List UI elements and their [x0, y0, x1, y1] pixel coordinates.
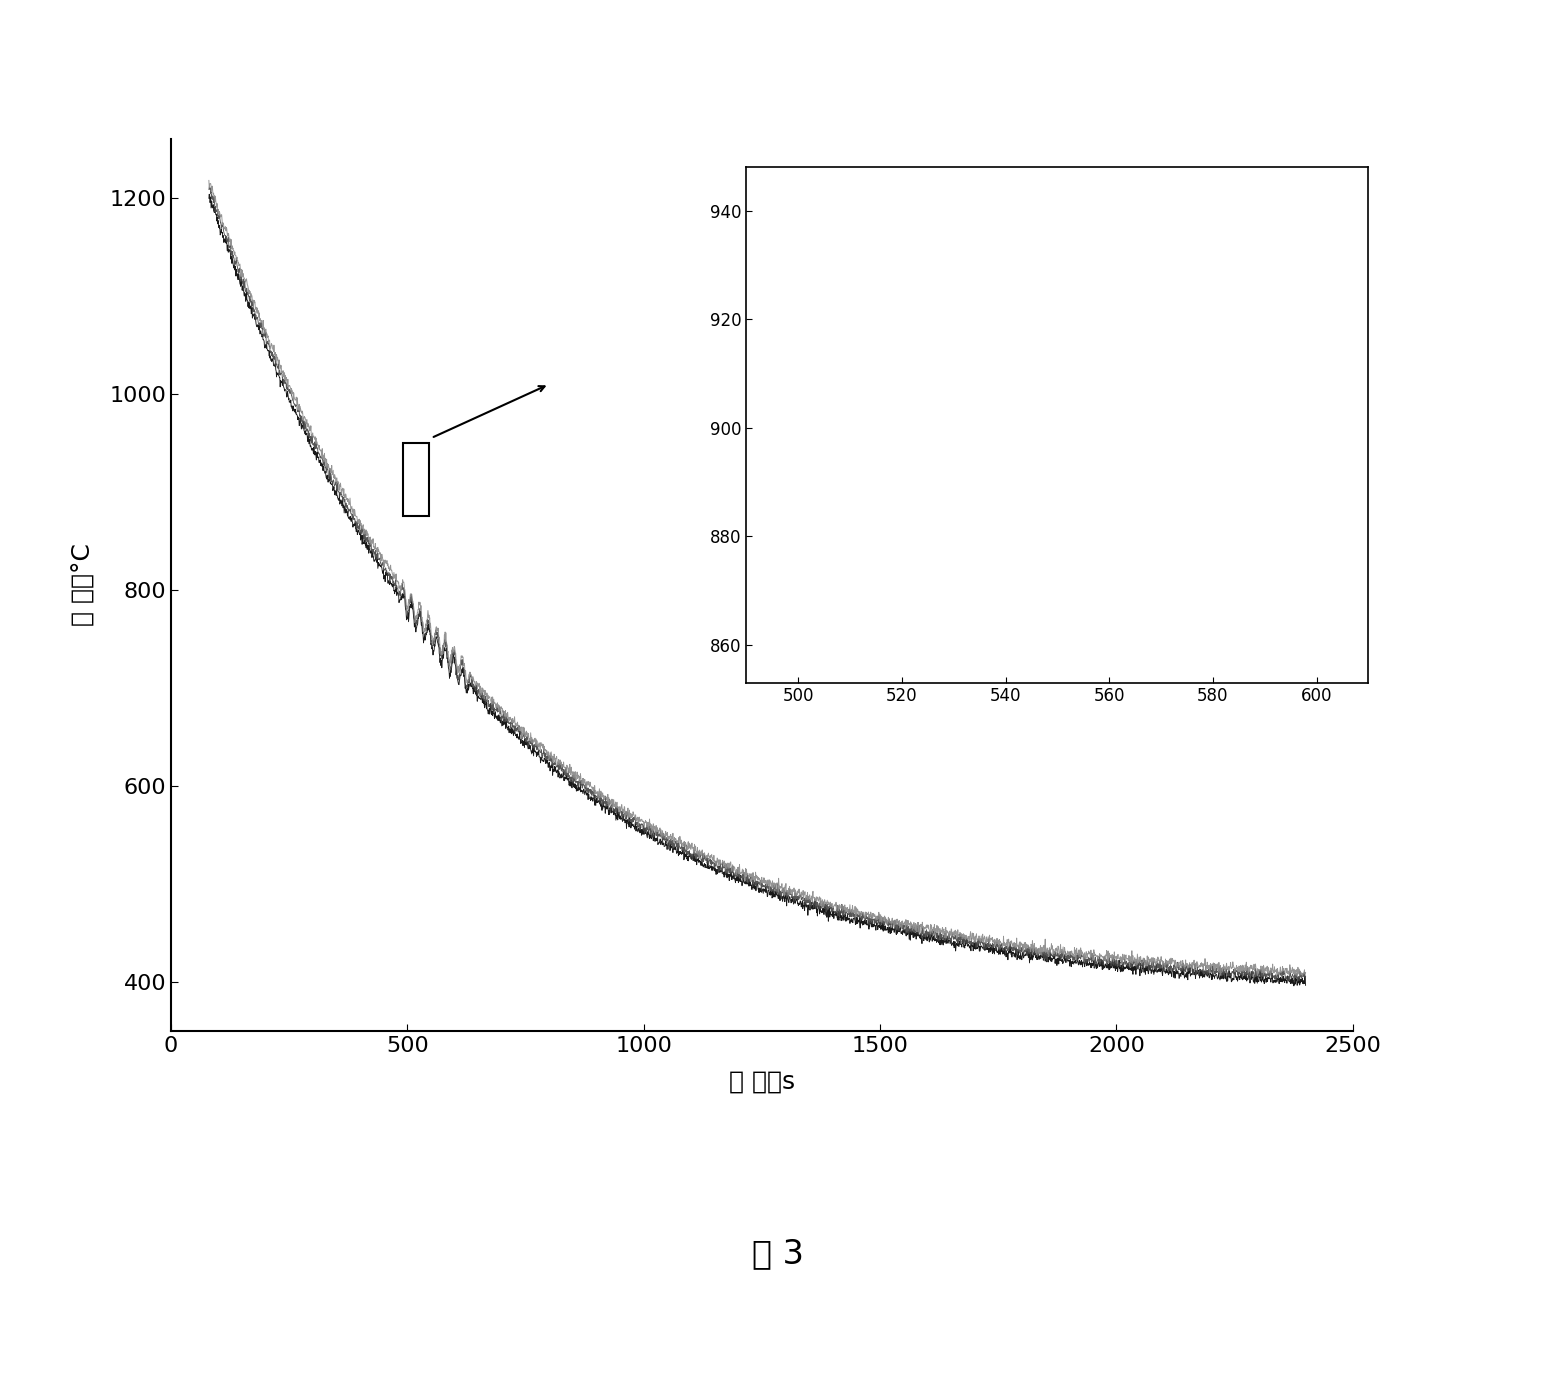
Text: 图 3: 图 3	[751, 1237, 804, 1270]
X-axis label: 时 间，s: 时 间，s	[729, 1070, 795, 1094]
Y-axis label: 温 度，°C: 温 度，°C	[72, 543, 95, 627]
Bar	[403, 443, 429, 517]
